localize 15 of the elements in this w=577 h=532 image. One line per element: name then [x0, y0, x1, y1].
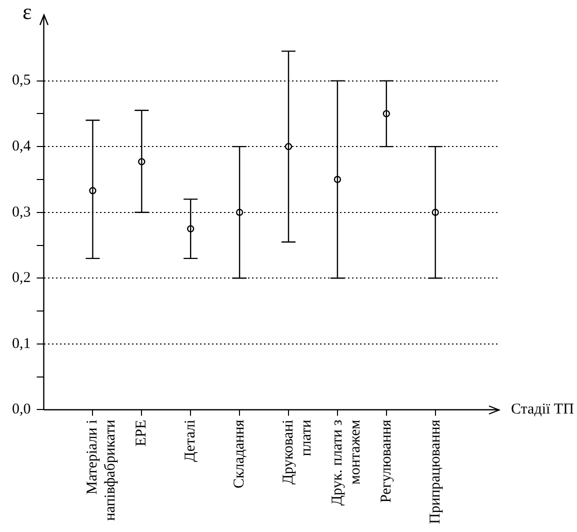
y-tick-label: 0,3 [12, 204, 31, 220]
y-tick-label: 0,1 [12, 336, 31, 352]
x-tick-label: Складання [231, 420, 248, 488]
x-tick-label: Матеріали і напівфабрикати [84, 420, 119, 521]
x-tick-label: Припрацювання [427, 420, 444, 524]
y-tick-label: 0,4 [12, 138, 32, 155]
x-tick-label: Регулювання [378, 420, 394, 503]
x-tick-label: Деталі [182, 420, 199, 462]
x-tick-label: Друковані плати [280, 420, 314, 485]
y-tick-label: 0,5 [12, 72, 31, 89]
x-tick-label: ЕРЕ [134, 420, 150, 446]
y-tick-label: 0,2 [12, 270, 31, 286]
y-axis-title: ε [22, 0, 32, 24]
x-axis-title: Стадії ТП [511, 402, 574, 418]
y-tick-label: 0,0 [12, 402, 31, 418]
